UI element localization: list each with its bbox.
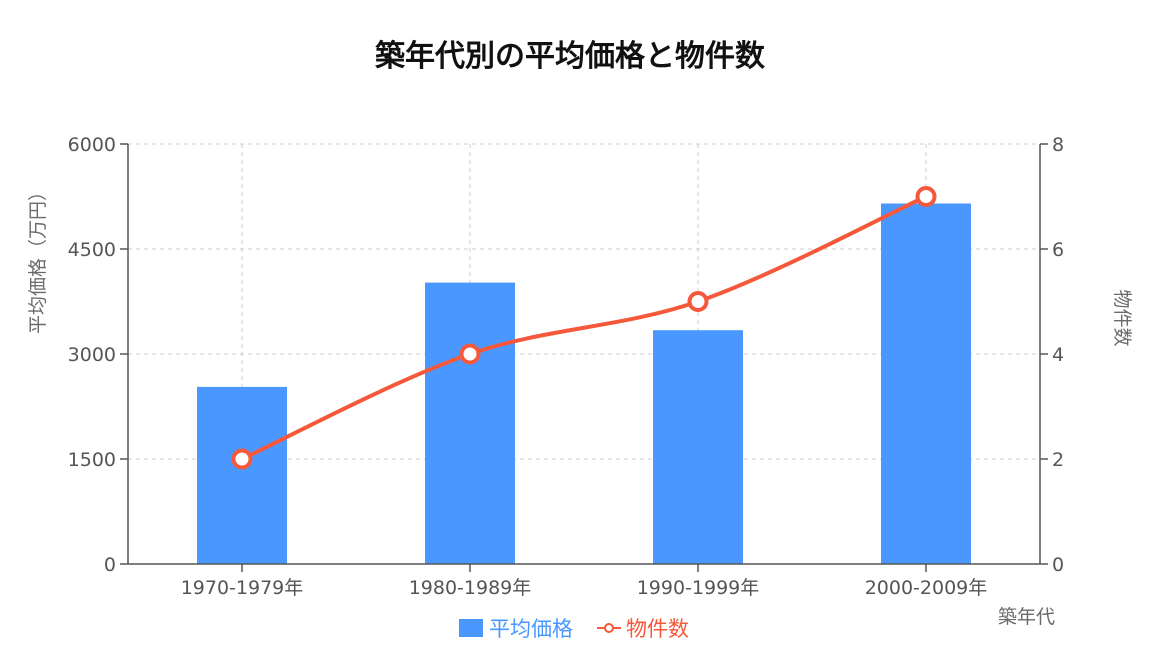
y2-axis-title: 物件数 bbox=[1111, 289, 1133, 346]
x-tick-label: 1970-1979年 bbox=[181, 577, 304, 599]
y-axis-title: 平均価格（万円） bbox=[27, 182, 49, 334]
y-tick-label: 6000 bbox=[68, 134, 116, 156]
y2-tick-label: 8 bbox=[1052, 134, 1064, 156]
legend[interactable]: 平均価格 物件数 bbox=[459, 617, 689, 641]
legend-label-line: 物件数 bbox=[626, 617, 689, 641]
line-point[interactable] bbox=[915, 186, 937, 207]
x-tick-label: 2000-2009年 bbox=[865, 577, 988, 599]
y2-tick-label: 6 bbox=[1052, 239, 1064, 261]
x-tick-label: 1980-1989年 bbox=[409, 577, 532, 599]
y-tick-label: 4500 bbox=[68, 239, 116, 261]
y-tick-label: 0 bbox=[104, 554, 116, 576]
y-tick-label: 3000 bbox=[68, 344, 116, 366]
bar-series bbox=[197, 203, 971, 565]
bar[interactable] bbox=[881, 203, 971, 565]
x-axis-title: 築年代 bbox=[998, 606, 1055, 628]
bar[interactable] bbox=[653, 330, 743, 564]
bar[interactable] bbox=[425, 282, 515, 564]
line-point[interactable] bbox=[231, 448, 253, 470]
y2-tick-label: 0 bbox=[1052, 554, 1064, 576]
x-tick-label: 1990-1999年 bbox=[637, 577, 760, 599]
y2-tick-label: 4 bbox=[1052, 344, 1064, 366]
line-point[interactable] bbox=[459, 343, 481, 365]
legend-label-bar: 平均価格 bbox=[489, 617, 573, 641]
line-series bbox=[231, 186, 937, 470]
y2-tick-label: 2 bbox=[1052, 449, 1064, 471]
tick-labels: 0 1500 3000 4500 6000 0 2 4 6 8 1970-1979年 1980-198… bbox=[68, 134, 1064, 599]
line-path bbox=[241, 194, 927, 461]
chart-title: 築年代別の平均価格と物件数 bbox=[375, 39, 766, 74]
legend-swatch-marker bbox=[604, 623, 614, 633]
bar[interactable] bbox=[197, 386, 287, 564]
axes bbox=[120, 143, 1048, 572]
y-tick-label: 1500 bbox=[68, 449, 116, 471]
line-point[interactable] bbox=[687, 291, 709, 312]
legend-swatch-bar bbox=[459, 619, 483, 637]
